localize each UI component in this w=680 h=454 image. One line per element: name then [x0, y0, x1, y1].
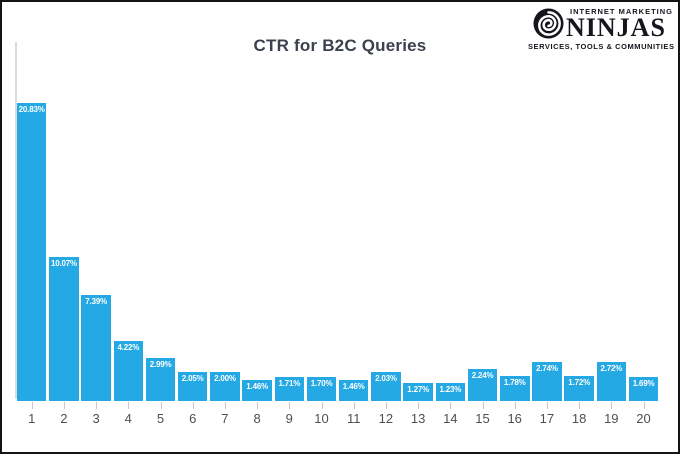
bar: 2.24%: [467, 368, 498, 401]
bar-value-label: 4.22%: [117, 342, 140, 352]
bar: 1.27%: [403, 382, 433, 401]
x-axis-tick-label: 20: [636, 411, 651, 426]
x-axis-tick: [160, 402, 162, 409]
x-axis-tick: [482, 402, 484, 409]
y-axis-line: [15, 42, 17, 399]
x-axis-tick: [579, 402, 581, 409]
bar-value-label: 7.39%: [85, 297, 107, 307]
x-axis-tick: [257, 402, 259, 409]
x-axis-tick-label: 4: [124, 411, 132, 426]
bar-value-label: 2.72%: [600, 364, 623, 373]
chart-title: CTR for B2C Queries: [253, 36, 427, 55]
x-axis-tick: [192, 402, 194, 409]
bar-value-label: 2.00%: [214, 374, 236, 384]
bar: 1.23%: [435, 383, 466, 401]
bar-value-label: 1.46%: [342, 382, 365, 392]
x-axis-tick-label: 11: [346, 411, 361, 426]
logo-tagline-top: INTERNET MARKETING: [570, 7, 673, 16]
x-axis-tick-label: 1: [28, 411, 36, 426]
x-axis-tick-label: 10: [314, 411, 329, 426]
bar-value-label: 1.27%: [407, 384, 429, 394]
x-axis-tick: [353, 402, 355, 409]
x-axis-tick: [611, 402, 613, 409]
x-axis-tick-label: 9: [285, 411, 293, 426]
x-axis-tick: [546, 402, 548, 409]
x-axis-tick: [63, 402, 65, 409]
bar: 2.03%: [371, 371, 401, 401]
bar-value-label: 2.05%: [181, 373, 204, 383]
x-axis-tick-label: 8: [253, 411, 261, 426]
bar: 7.39%: [81, 295, 111, 401]
bar: 2.74%: [532, 361, 562, 401]
bar-value-label: 1.72%: [568, 378, 590, 388]
x-axis-tick-label: 7: [221, 411, 229, 426]
bar: 1.69%: [628, 376, 659, 401]
logo-tagline-bottom: SERVICES, TOOLS & COMMUNITIES: [528, 42, 675, 51]
x-axis-tick-label: 5: [156, 411, 165, 426]
x-axis-tick-label: 19: [604, 411, 619, 426]
x-axis-tick-label: 13: [410, 411, 426, 426]
bar-value-label: 1.70%: [310, 378, 333, 388]
bar-value-label: 20.83%: [18, 104, 45, 114]
x-axis-tick-label: 6: [189, 411, 197, 426]
bar-value-label: 1.78%: [503, 377, 526, 387]
spiral-icon: [533, 8, 564, 39]
bar: 2.00%: [210, 372, 240, 401]
bar-value-label: 1.71%: [278, 378, 301, 388]
x-axis-tick: [128, 402, 130, 409]
bar: 2.72%: [596, 362, 627, 401]
bar-value-label: 2.99%: [149, 360, 172, 370]
logo-name: NINJAS: [566, 13, 666, 42]
x-axis-tick: [31, 402, 33, 409]
bar: 1.46%: [242, 380, 272, 401]
bar: 10.07%: [49, 256, 79, 401]
x-axis-tick: [321, 402, 323, 409]
bar: 20.83%: [16, 102, 47, 401]
bar: 1.72%: [564, 376, 594, 401]
x-axis-tick-label: 2: [60, 411, 68, 426]
x-axis-tick: [96, 402, 98, 409]
x-axis-tick-label: 14: [443, 411, 458, 426]
x-axis-tick-label: 16: [507, 411, 522, 426]
x-axis-tick: [289, 402, 291, 409]
x-axis-tick: [385, 402, 387, 409]
bar: 1.78%: [500, 375, 530, 401]
bar-value-label: 1.46%: [246, 382, 268, 392]
bar: 2.05%: [177, 371, 208, 401]
x-axis-tick: [450, 402, 452, 409]
x-axis-tick-label: 12: [378, 411, 394, 426]
bar-value-label: 1.69%: [632, 378, 655, 388]
x-axis-tick: [643, 402, 645, 409]
bar: 2.99%: [145, 358, 176, 401]
bar-value-label: 10.07%: [50, 258, 77, 268]
x-axis-tick-label: 3: [92, 411, 100, 426]
bar: 1.70%: [306, 376, 337, 401]
x-axis-tick: [224, 402, 226, 409]
x-axis-tick: [514, 402, 516, 409]
bar-value-label: 2.03%: [375, 373, 397, 383]
bar: 4.22%: [113, 340, 144, 401]
bar-value-label: 2.74%: [536, 363, 558, 373]
x-axis-tick-label: 17: [539, 411, 555, 426]
bar: 1.71%: [274, 376, 305, 401]
x-axis-tick-label: 18: [571, 411, 587, 426]
x-axis-tick: [418, 402, 420, 409]
logo: INTERNET MARKETING NINJAS SERVICES, TOOL…: [528, 7, 675, 51]
x-axis-tick-label: 15: [475, 411, 490, 426]
bar: 1.46%: [338, 380, 369, 401]
bar-value-label: 2.24%: [471, 370, 494, 380]
bar-value-label: 1.23%: [439, 385, 462, 395]
